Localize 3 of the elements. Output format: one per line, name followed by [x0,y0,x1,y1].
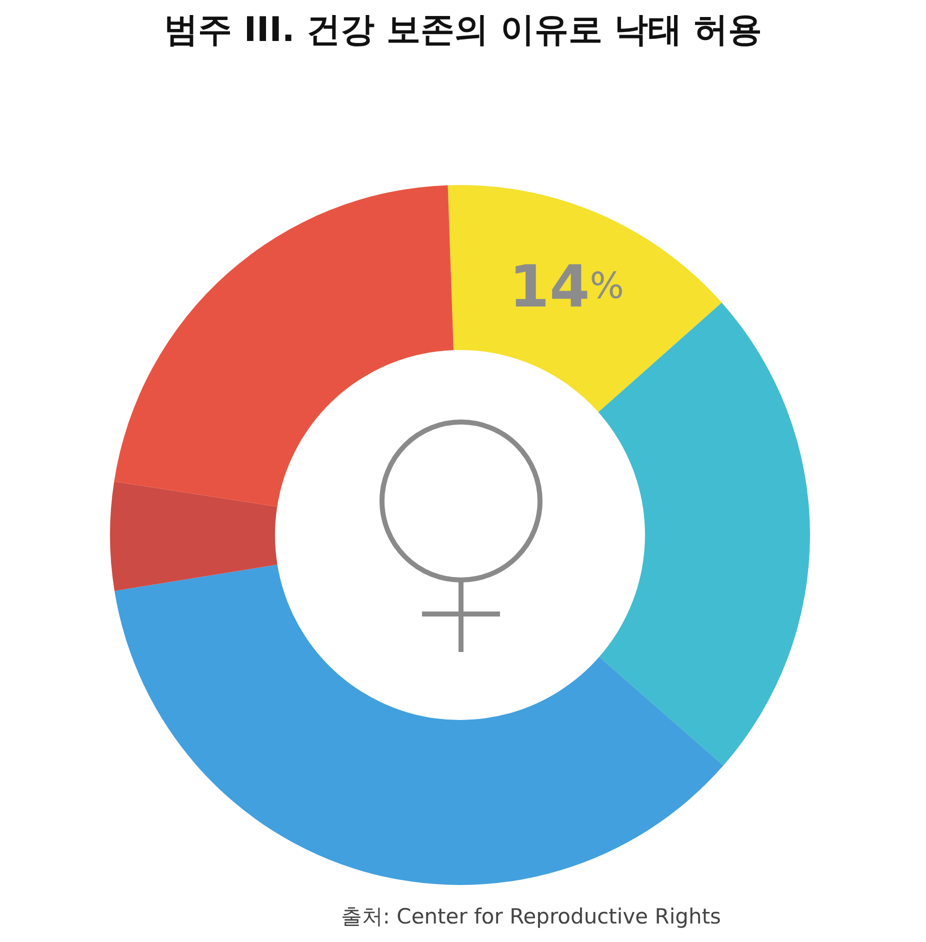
data-label: 14% [509,252,624,320]
chart-title: 범주 III. 건강 보존의 이유로 낙태 허용 [164,10,762,50]
source-note: 출처: Center for Reproductive Rights [340,904,721,928]
